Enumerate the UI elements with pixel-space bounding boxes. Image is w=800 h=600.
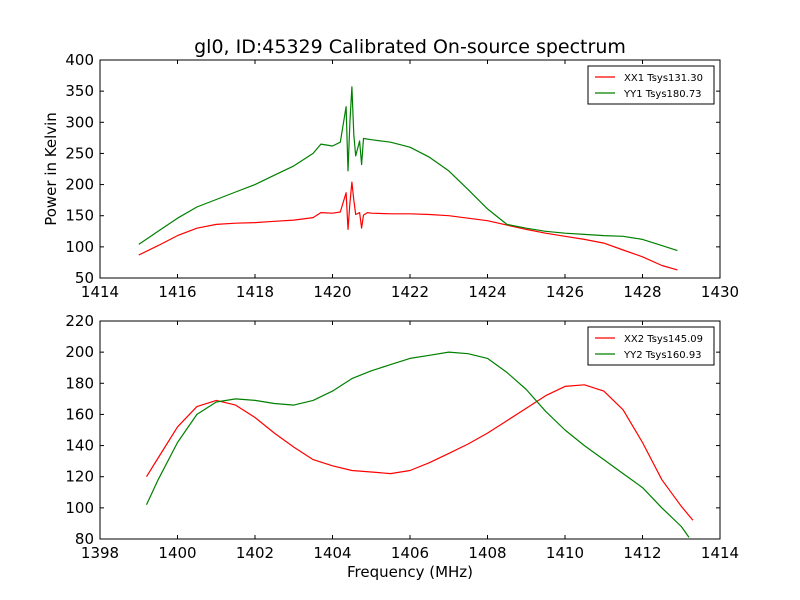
y-tick-label: 200 [65, 176, 94, 194]
y-tick-label: 140 [65, 437, 94, 455]
x-tick-label: 1430 [701, 283, 739, 301]
legend-label: XX2 Tsys145.09 [624, 334, 703, 345]
x-tick-label: 1412 [623, 544, 661, 562]
x-tick-label: 1406 [391, 544, 429, 562]
series-line-1 [145, 384, 694, 521]
series-line-2 [138, 86, 678, 252]
y-tick-label: 350 [65, 82, 94, 100]
legend: XX1 Tsys131.30 YY1 Tsys180.73 [587, 65, 715, 105]
x-tick-label: 1402 [236, 544, 274, 562]
x-tick-label: 1414 [81, 283, 119, 301]
y-tick-label: 100 [65, 238, 94, 256]
x-tick-label: 1420 [313, 283, 351, 301]
x-tick-label: 1424 [468, 283, 506, 301]
legend: XX2 Tsys145.09 YY2 Tsys160.93 [587, 326, 715, 366]
legend-label: YY2 Tsys160.93 [623, 350, 702, 361]
x-tick-label: 1422 [391, 283, 429, 301]
y-tick-label: 220 [65, 312, 94, 330]
legend-box [587, 326, 715, 366]
x-tick-label: 1414 [701, 544, 739, 562]
x-tick-label: 1398 [81, 544, 119, 562]
legend-box [587, 65, 715, 105]
x-axis-label: Frequency (MHz) [347, 563, 473, 581]
x-tick-label: 1428 [623, 283, 661, 301]
series-line-1 [138, 181, 678, 271]
series-line-2 [145, 351, 690, 538]
x-tick-label: 1404 [313, 544, 351, 562]
y-tick-label: 80 [75, 530, 94, 548]
x-tick-label: 1408 [468, 544, 506, 562]
y-tick-label: 50 [75, 269, 94, 287]
y-tick-label: 250 [65, 144, 94, 162]
y-tick-label: 160 [65, 405, 94, 423]
y-tick-label: 400 [65, 51, 94, 69]
bottom-panel: 1398 1400 1402 1404 1406 1408 1410 1412 1414 80 10… [65, 312, 739, 562]
y-tick-label: 180 [65, 374, 94, 392]
y-tick-label: 120 [65, 468, 94, 486]
legend-label: YY1 Tsys180.73 [623, 89, 702, 100]
legend-label: XX1 Tsys131.30 [624, 73, 703, 84]
y-tick-label: 300 [65, 113, 94, 131]
x-tick-label: 1418 [236, 283, 274, 301]
y-axis-label: Power in Kelvin [42, 112, 60, 226]
y-tick-label: 100 [65, 499, 94, 517]
y-tick-label: 150 [65, 207, 94, 225]
chart-title: gl0, ID:45329 Calibrated On-source spect… [194, 36, 626, 58]
x-tick-label: 1410 [546, 544, 584, 562]
x-tick-label: 1400 [158, 544, 196, 562]
y-tick-label: 200 [65, 343, 94, 361]
x-tick-label: 1416 [158, 283, 196, 301]
top-panel: 1414 1416 1418 1420 1422 1424 1426 1428 1430 50 10… [65, 51, 739, 301]
x-tick-label: 1426 [546, 283, 584, 301]
